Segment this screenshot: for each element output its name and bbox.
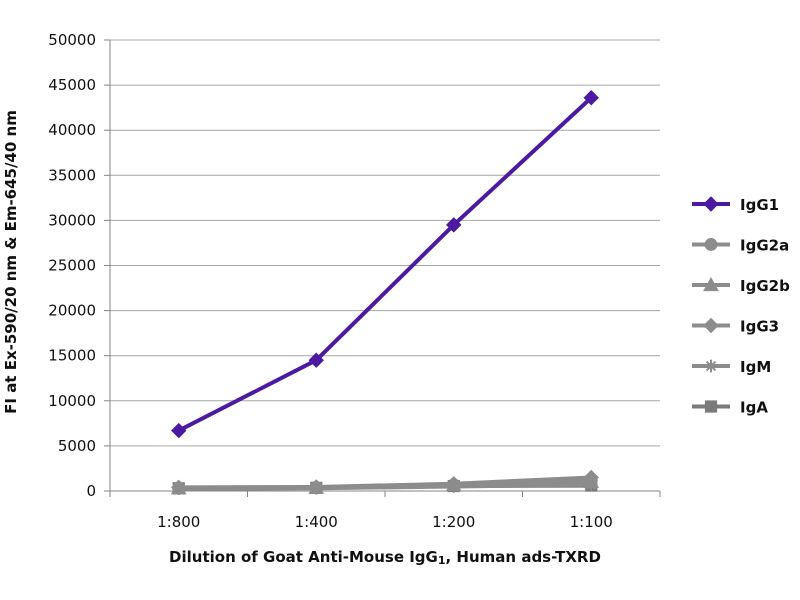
legend-marker bbox=[703, 317, 719, 334]
series-line bbox=[178, 478, 592, 490]
data-point bbox=[171, 422, 187, 439]
series-igg1 bbox=[171, 90, 599, 439]
legend-item-igm: IgM bbox=[692, 358, 771, 376]
y-tick-label: 10000 bbox=[48, 392, 96, 410]
legend-label: IgA bbox=[740, 399, 768, 417]
legend-label: IgG2a bbox=[740, 237, 789, 255]
data-point bbox=[447, 478, 461, 492]
legend-marker bbox=[704, 400, 718, 413]
legend-label: IgG2b bbox=[740, 277, 790, 295]
y-tick-label: 20000 bbox=[48, 302, 96, 320]
legend-label: IgG1 bbox=[740, 196, 779, 214]
y-tick-label: 40000 bbox=[48, 121, 96, 139]
x-tick-label: 1:800 bbox=[157, 513, 200, 531]
y-tick-label: 35000 bbox=[48, 166, 96, 184]
data-point bbox=[446, 217, 462, 233]
legend: IgG1 IgG2a IgG2b IgG3 IgM IgA bbox=[692, 196, 790, 417]
x-tick-label: 1:200 bbox=[432, 513, 475, 531]
data-point bbox=[172, 481, 186, 495]
legend-item-igg2b: IgG2b bbox=[692, 276, 790, 295]
legend-item-igg2a: IgG2a bbox=[692, 237, 789, 255]
series-line bbox=[177, 96, 593, 433]
series-igg2a bbox=[172, 473, 598, 495]
y-tick-label: 30000 bbox=[48, 211, 96, 229]
legend-item-igg1: IgG1 bbox=[692, 196, 779, 214]
y-tick-label: 25000 bbox=[48, 257, 96, 275]
x-axis-title-main: Dilution of Goat Anti-Mouse IgG bbox=[169, 548, 438, 566]
legend-item-iga: IgA bbox=[692, 399, 768, 417]
y-tick-label: 15000 bbox=[48, 347, 96, 365]
legend-label: IgG3 bbox=[740, 318, 779, 336]
grid bbox=[110, 39, 660, 447]
x-tick-label: 1:100 bbox=[570, 513, 613, 531]
y-axis-title: FI at Ex-590/20 nm & Em-645/40 nm bbox=[2, 110, 20, 414]
axes: 0 5000 10000 15000 20000 25000 30000 35000 40000… bbox=[48, 31, 661, 531]
y-tick-label: 5000 bbox=[58, 437, 96, 455]
data-point bbox=[583, 90, 599, 106]
data-point bbox=[309, 480, 323, 494]
legend-marker bbox=[703, 276, 719, 292]
y-tick-label: 50000 bbox=[48, 31, 96, 49]
y-tick-label: 45000 bbox=[48, 76, 96, 94]
legend-marker bbox=[704, 238, 718, 251]
legend-item-igg3: IgG3 bbox=[692, 318, 779, 336]
data-point bbox=[584, 473, 598, 487]
series bbox=[170, 90, 600, 496]
legend-marker bbox=[704, 359, 718, 373]
y-tick-label: 0 bbox=[86, 482, 96, 500]
x-tick-label: 1:400 bbox=[295, 513, 338, 531]
legend-label: IgM bbox=[740, 358, 771, 376]
data-point bbox=[308, 352, 324, 368]
star-stroke bbox=[705, 360, 717, 372]
legend-marker bbox=[703, 196, 719, 212]
x-axis-title-subscript: 1 bbox=[438, 554, 446, 567]
x-axis-title-end: , Human ads-TXRD bbox=[446, 548, 601, 566]
x-axis-title: Dilution of Goat Anti-Mouse IgG1, Human … bbox=[169, 548, 601, 567]
